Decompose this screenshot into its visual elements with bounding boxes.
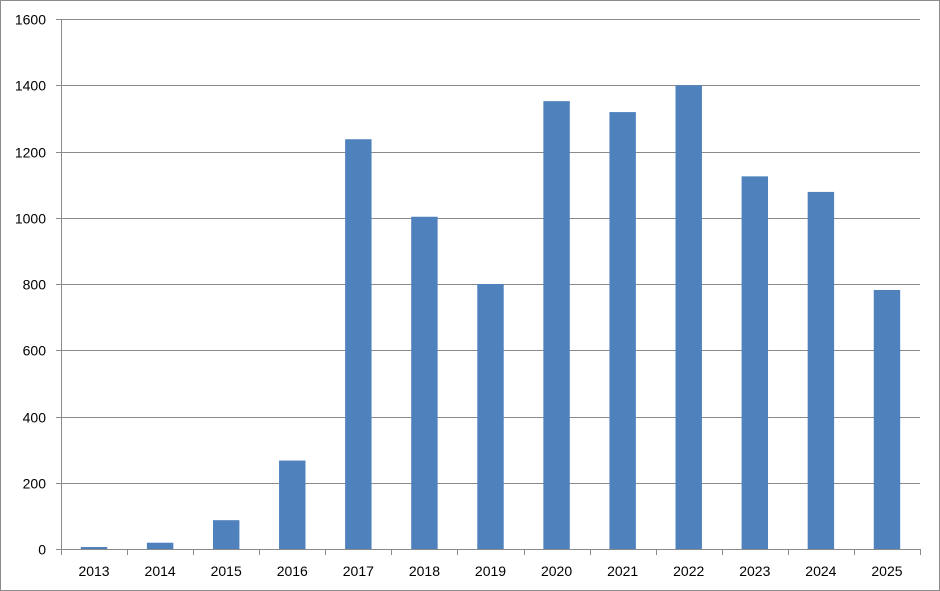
x-tick-label: 2013 (78, 563, 109, 579)
y-tick-labels: 0 200 400 600 800 1000 1200 1400 1600 (15, 12, 46, 558)
y-tick-label: 1200 (15, 145, 46, 161)
x-tick-label: 2023 (739, 563, 770, 579)
bar-2019 (477, 284, 504, 549)
y-tick-label: 600 (23, 343, 47, 359)
x-tick-label: 2020 (541, 563, 572, 579)
y-tick-label: 800 (23, 277, 47, 293)
bar-2025 (873, 289, 901, 549)
x-tick-label: 2025 (871, 563, 902, 579)
bar-2015 (212, 520, 240, 549)
bar-2014 (146, 542, 174, 549)
bar-2018 (411, 216, 438, 549)
bar-2023 (741, 176, 769, 549)
bars (80, 85, 901, 550)
x-tick-label: 2017 (343, 563, 374, 579)
y-tick-label: 1000 (15, 211, 46, 227)
bar-2017 (345, 139, 372, 549)
x-tick-label: 2021 (607, 563, 638, 579)
bar-2013 (80, 547, 108, 549)
x-tick-label: 2019 (475, 563, 506, 579)
bar-2021 (609, 112, 636, 550)
x-tick-label: 2024 (805, 563, 836, 579)
y-tick-label: 1400 (15, 78, 46, 94)
y-tick-label: 200 (23, 476, 47, 492)
axes (56, 19, 921, 555)
x-tick-label: 2018 (409, 563, 440, 579)
bar-2022 (675, 85, 702, 549)
bar-2024 (807, 191, 835, 549)
y-tick-label: 0 (38, 542, 46, 558)
x-tick-labels: 2013 2014 2015 2016 2017 2018 2019 2020 2021 2022… (78, 563, 902, 579)
x-tick-label: 2015 (211, 563, 242, 579)
y-tick-label: 1600 (15, 12, 46, 28)
x-tick-label: 2022 (673, 563, 704, 579)
x-tick-label: 2016 (277, 563, 308, 579)
bar-2020 (543, 101, 570, 550)
y-tick-label: 400 (23, 410, 47, 426)
x-tick-label: 2014 (145, 563, 176, 579)
bar-2016 (279, 460, 306, 549)
